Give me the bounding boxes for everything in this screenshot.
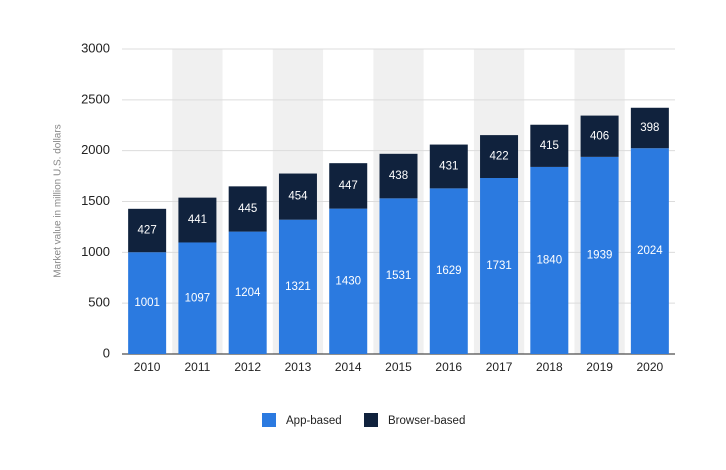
bar-segment (228, 186, 267, 232)
data-label: 427 (138, 225, 157, 237)
data-label: 1629 (436, 265, 462, 277)
x-tick-label: 2016 (435, 360, 462, 374)
x-tick-label: 2012 (234, 360, 261, 374)
data-label: 447 (339, 180, 358, 192)
data-label: 1321 (285, 281, 311, 293)
data-label: 398 (640, 122, 659, 134)
bar-segment (429, 144, 468, 189)
data-label: 1840 (537, 254, 563, 266)
legend-label: Browser-based (388, 415, 465, 427)
bar-segment (329, 163, 368, 209)
data-label: 1731 (486, 260, 512, 272)
y-tick-label: 1500 (81, 193, 110, 208)
data-label: 406 (590, 130, 609, 142)
bar-segment (178, 242, 217, 354)
x-tick-label: 2020 (637, 360, 664, 374)
bar-segment (128, 208, 167, 253)
y-tick-label: 2000 (81, 142, 110, 157)
data-label: 1097 (185, 292, 211, 304)
x-tick-label: 2011 (185, 360, 211, 374)
data-label: 1204 (235, 287, 261, 299)
data-label: 1001 (134, 297, 160, 309)
bar-segment (278, 219, 317, 354)
data-label: 2024 (637, 245, 663, 257)
bar-segment (530, 124, 569, 167)
bar-segment (429, 188, 468, 354)
data-label: 1430 (335, 275, 361, 287)
data-label: 454 (288, 191, 308, 203)
bar-segment (580, 115, 619, 157)
data-label: 431 (439, 161, 458, 173)
x-tick-label: 2010 (134, 360, 161, 374)
bar-segment (178, 197, 217, 243)
data-label: 438 (389, 170, 408, 182)
y-tick-label: 1000 (81, 244, 110, 259)
bar-segment (480, 178, 519, 354)
y-tick-label: 500 (88, 295, 110, 310)
x-tick-label: 2014 (335, 360, 362, 374)
legend-swatch (262, 413, 276, 427)
data-label: 1939 (587, 249, 613, 261)
bar-segment (379, 153, 418, 199)
y-tick-label: 2500 (81, 91, 110, 106)
y-tick-label: 0 (103, 345, 110, 360)
bar-segment (580, 156, 619, 354)
bar-segment (480, 135, 519, 179)
legend-label: App-based (286, 415, 342, 427)
bar-segment (530, 166, 569, 354)
x-tick-label: 2013 (285, 360, 312, 374)
bar-segment (379, 198, 418, 354)
bar-segment (228, 231, 267, 354)
bar-segment (630, 107, 669, 149)
data-label: 422 (489, 151, 508, 163)
data-label: 415 (540, 140, 559, 152)
x-tick-label: 2017 (486, 360, 513, 374)
y-tick-label: 3000 (81, 40, 110, 55)
bar-segment (329, 208, 368, 354)
y-axis-label: Market value in million U.S. dollars (53, 124, 64, 277)
x-tick-label: 2018 (536, 360, 563, 374)
legend-swatch (364, 413, 378, 427)
data-label: 441 (188, 214, 207, 226)
x-tick-label: 2015 (385, 360, 412, 374)
x-tick-label: 2019 (586, 360, 613, 374)
data-label: 445 (238, 203, 257, 215)
bar-segment (630, 148, 669, 354)
data-label: 1531 (386, 270, 412, 282)
bar-segment (278, 173, 317, 220)
bar-segment (128, 252, 167, 354)
